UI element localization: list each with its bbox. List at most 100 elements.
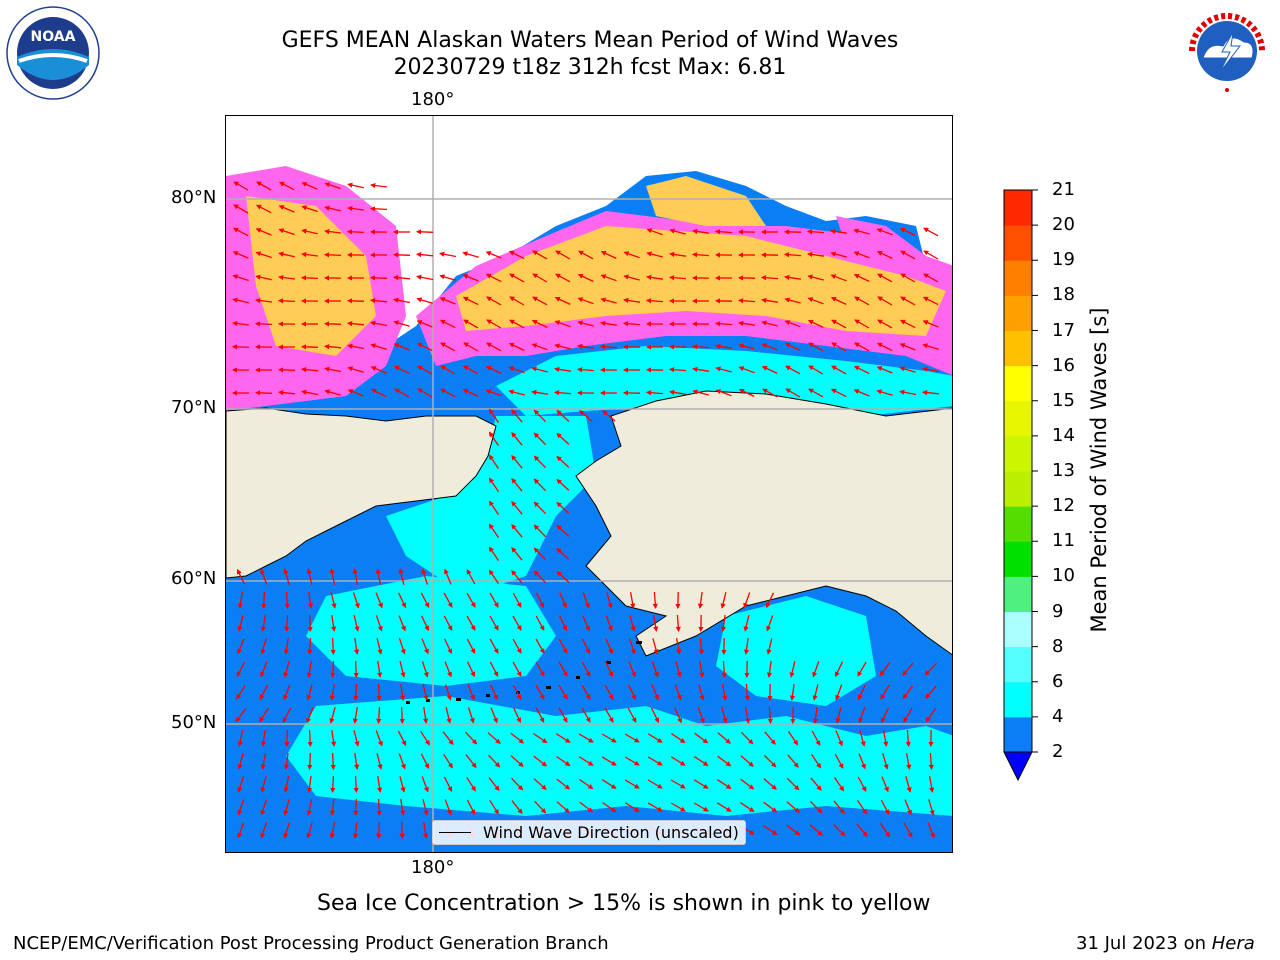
- wave-direction-arrow: [261, 591, 267, 610]
- wave-direction-arrow: [853, 228, 870, 235]
- wave-direction-arrow: [490, 707, 498, 724]
- wave-direction-arrow: [346, 321, 365, 327]
- wave-direction-arrow: [761, 366, 778, 374]
- wave-direction-arrow: [578, 756, 594, 766]
- wave-direction-arrow: [652, 638, 659, 655]
- wave-direction-arrow: [669, 251, 686, 257]
- wave-direction-arrow: [399, 821, 405, 840]
- wave-direction-arrow: [558, 661, 568, 677]
- wave-direction-arrow: [300, 367, 319, 373]
- wave-direction-arrow: [856, 800, 868, 815]
- wave-direction-arrow: [830, 228, 847, 234]
- wave-direction-arrow: [331, 615, 337, 632]
- wave-direction-arrow: [579, 801, 594, 813]
- wave-direction-arrow: [738, 389, 755, 397]
- wave-direction-arrow: [511, 800, 523, 815]
- wave-direction-arrow: [508, 342, 525, 351]
- wave-direction-arrow: [605, 615, 613, 632]
- wave-direction-arrow: [488, 454, 500, 469]
- wave-direction-arrow: [422, 684, 429, 701]
- wave-direction-arrow: [488, 500, 500, 515]
- wave-direction-arrow: [513, 707, 521, 724]
- wave-direction-arrow: [762, 825, 778, 835]
- wave-direction-arrow: [535, 684, 545, 700]
- wave-direction-arrow: [485, 251, 502, 259]
- wave-direction-arrow: [467, 661, 475, 678]
- wave-direction-arrow: [352, 706, 358, 724]
- wave-direction-arrow: [330, 592, 337, 609]
- wave-direction-arrow: [830, 388, 847, 398]
- colorbar: [1000, 186, 1050, 786]
- wave-direction-arrow: [462, 388, 479, 397]
- wave-direction-arrow: [531, 319, 548, 328]
- wave-direction-arrow: [784, 274, 801, 280]
- wave-direction-arrow: [284, 591, 290, 610]
- wave-direction-arrow: [324, 205, 341, 212]
- wave-direction-arrow: [740, 778, 755, 790]
- wave-direction-arrow: [811, 730, 821, 746]
- wave-direction-arrow: [278, 251, 295, 258]
- wave-direction-arrow: [260, 614, 266, 632]
- wave-direction-arrow: [624, 802, 640, 812]
- wave-direction-arrow: [307, 614, 313, 633]
- wave-direction-arrow: [489, 592, 499, 608]
- wave-direction-arrow: [556, 778, 571, 790]
- wave-direction-arrow: [308, 592, 314, 609]
- chart-title-line1: GEFS MEAN Alaskan Waters Mean Period of …: [281, 28, 899, 53]
- wave-direction-arrow: [627, 707, 637, 723]
- wave-direction-arrow: [329, 799, 336, 816]
- colorbar-segment: [1004, 295, 1032, 331]
- wave-direction-arrow: [330, 775, 336, 794]
- wave-direction-arrow: [370, 388, 387, 398]
- wave-direction-arrow: [237, 753, 244, 770]
- wave-direction-arrow: [558, 615, 568, 632]
- wave-direction-arrow: [393, 320, 410, 327]
- wave-direction-arrow: [421, 638, 429, 655]
- wave-direction-arrow: [693, 802, 709, 812]
- wave-direction-arrow: [376, 683, 382, 702]
- wave-direction-arrow: [466, 799, 476, 816]
- wave-direction-arrow: [923, 250, 939, 260]
- wave-direction-arrow: [604, 684, 614, 700]
- wave-direction-arrow: [439, 297, 456, 305]
- wave-direction-arrow: [485, 389, 502, 397]
- wave-direction-arrow: [675, 614, 681, 633]
- wave-direction-arrow: [692, 366, 709, 372]
- wave-direction-arrow: [675, 661, 682, 678]
- wave-direction-arrow: [421, 661, 429, 678]
- wave-direction-arrow: [439, 319, 456, 329]
- wave-direction-arrow: [444, 684, 452, 701]
- wave-direction-arrow: [397, 730, 407, 747]
- wave-direction-arrow: [440, 365, 456, 375]
- wave-direction-arrow: [922, 343, 939, 350]
- wave-direction-arrow: [376, 821, 382, 840]
- wave-direction-arrow: [854, 342, 870, 352]
- wave-direction-arrow: [392, 252, 411, 258]
- wave-direction-arrow: [509, 273, 525, 283]
- wave-direction-arrow: [600, 320, 617, 326]
- wave-direction-arrow: [877, 273, 893, 283]
- wave-direction-arrow: [670, 779, 686, 789]
- wave-direction-arrow: [440, 342, 456, 352]
- wave-direction-arrow: [716, 779, 732, 789]
- wave-direction-arrow: [698, 660, 705, 678]
- wave-direction-arrow: [237, 799, 245, 816]
- wave-direction-arrow: [330, 637, 336, 656]
- wave-direction-arrow: [599, 344, 618, 350]
- wave-direction-arrow: [353, 798, 359, 817]
- wave-direction-arrow: [807, 320, 824, 328]
- wave-direction-arrow: [809, 800, 823, 814]
- wave-direction-arrow: [445, 707, 452, 724]
- wave-direction-arrow: [329, 683, 335, 701]
- wave-direction-arrow: [306, 684, 313, 701]
- wave-direction-arrow: [255, 274, 272, 281]
- wave-direction-arrow: [691, 344, 710, 350]
- wave-direction-arrow: [394, 388, 410, 398]
- wave-direction-arrow: [416, 297, 433, 304]
- wave-direction-arrow: [398, 592, 406, 609]
- wave-direction-arrow: [694, 732, 709, 744]
- wave-direction-arrow: [923, 227, 939, 237]
- wave-direction-arrow: [600, 274, 617, 282]
- wave-direction-arrow: [807, 274, 824, 281]
- wave-direction-arrow: [533, 478, 547, 492]
